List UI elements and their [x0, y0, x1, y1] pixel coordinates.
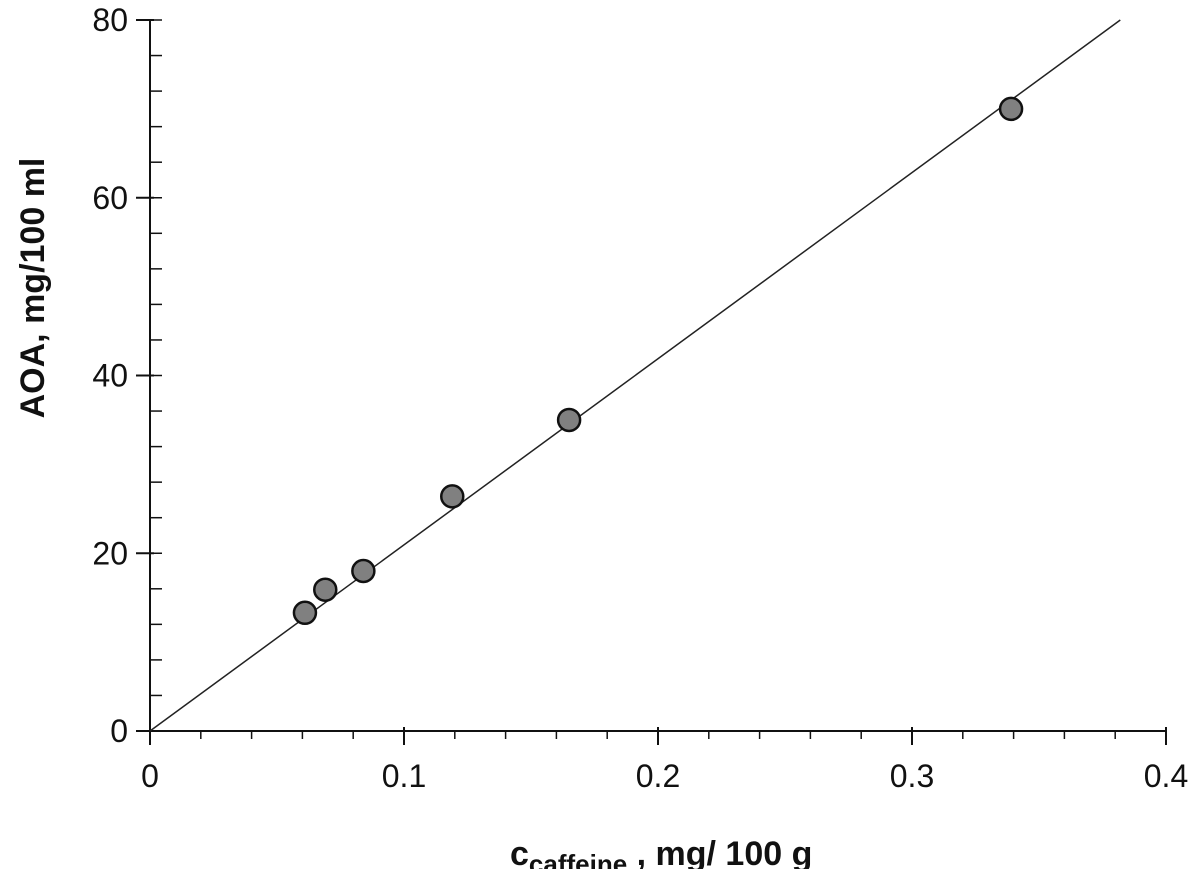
x-tick-label: 0 [141, 758, 159, 794]
y-tick-label: 0 [110, 713, 128, 749]
x-axis-label: ccaffeine , mg/ 100 g [510, 835, 812, 869]
x-tick-label: 0.4 [1144, 758, 1188, 794]
data-point [556, 407, 582, 433]
minor-ticks [149, 19, 1167, 739]
x-axis-label-subscript: caffeine [529, 849, 627, 869]
x-tick-label: 0.3 [890, 758, 934, 794]
fit-line [149, 19, 1121, 732]
data-point [440, 484, 465, 509]
data-point [998, 96, 1024, 122]
data-point [313, 577, 338, 602]
y-tick-label: 40 [92, 358, 128, 394]
y-tick-label: 20 [92, 535, 128, 571]
y-axis-label: AOA, mg/100 ml [14, 158, 52, 419]
x-tick-label: 0.1 [382, 758, 426, 794]
x-axis-label-main: c [510, 835, 529, 869]
x-axis-label-units: , mg/ 100 g [627, 835, 812, 869]
y-tick-labels: 0 20 40 60 80 [92, 2, 128, 749]
data-point [351, 558, 376, 584]
major-ticks [136, 19, 1167, 745]
data-points [292, 96, 1024, 626]
x-tick-label: 0.2 [636, 758, 680, 794]
y-tick-label: 60 [92, 180, 128, 216]
data-point [292, 600, 318, 626]
x-tick-labels: 0 0.1 0.2 0.3 0.4 [141, 758, 1188, 794]
y-tick-label: 80 [92, 2, 128, 38]
